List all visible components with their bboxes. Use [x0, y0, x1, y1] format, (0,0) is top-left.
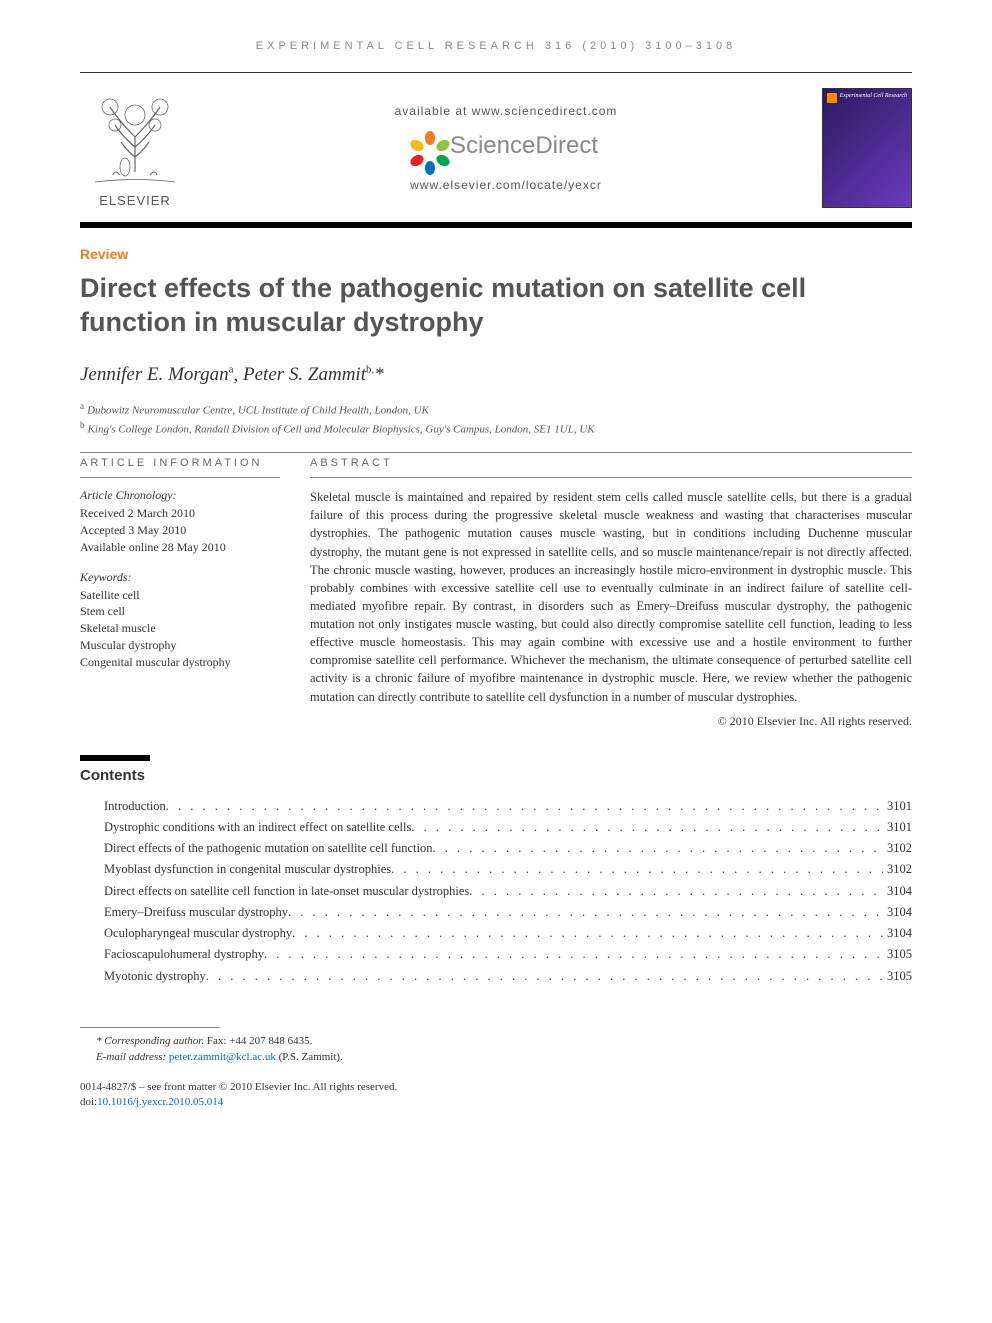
elsevier-logo-block: ELSEVIER — [80, 87, 190, 208]
masthead: ELSEVIER available at www.sciencedirect.… — [80, 72, 912, 228]
abstract-copyright: © 2010 Elsevier Inc. All rights reserved… — [310, 714, 912, 729]
affiliation-a: aDubowitz Neuromuscular Centre, UCL Inst… — [80, 400, 912, 419]
toc-dots: . . . . . . . . . . . . . . . . . . . . … — [264, 944, 883, 965]
toc-page: 3101 — [883, 817, 912, 838]
sciencedirect-block: available at www.sciencedirect.com Scien… — [190, 104, 822, 192]
abstract-heading: ABSTRACT — [310, 457, 912, 469]
toc-dots: . . . . . . . . . . . . . . . . . . . . … — [288, 902, 883, 923]
authors: Jennifer E. Morgana, Peter S. Zammitb,* — [80, 364, 912, 386]
toc-page: 3105 — [883, 966, 912, 987]
article-title: Direct effects of the pathogenic mutatio… — [80, 272, 912, 340]
contents-bar-icon — [80, 755, 150, 761]
toc-dots: . . . . . . . . . . . . . . . . . . . . … — [166, 796, 883, 817]
journal-locate-url: www.elsevier.com/locate/yexcr — [190, 178, 822, 192]
email-note: E-mail address: peter.zammit@kcl.ac.uk (… — [96, 1050, 912, 1066]
keywords-list: Satellite cellStem cellSkeletal muscleMu… — [80, 587, 280, 671]
received-date: Received 2 March 2010 — [80, 505, 280, 522]
toc-row: Direct effects of the pathogenic mutatio… — [104, 838, 912, 859]
author-1: Jennifer E. Morgana — [80, 364, 234, 385]
toc-title: Myotonic dystrophy — [104, 966, 206, 987]
toc-title: Direct effects of the pathogenic mutatio… — [104, 838, 432, 859]
toc-title: Emery–Dreifuss muscular dystrophy — [104, 902, 288, 923]
toc-page: 3104 — [883, 923, 912, 944]
toc-title: Facioscapulohumeral dystrophy — [104, 944, 264, 965]
article-info-heading: ARTICLE INFORMATION — [80, 457, 280, 469]
running-header: EXPERIMENTAL CELL RESEARCH 316 (2010) 31… — [80, 40, 912, 52]
corresponding-author-note: * Corresponding author. Fax: +44 207 848… — [96, 1034, 912, 1050]
toc-row: Introduction . . . . . . . . . . . . . .… — [104, 796, 912, 817]
toc-row: Myotonic dystrophy . . . . . . . . . . .… — [104, 966, 912, 987]
keyword-item: Skeletal muscle — [80, 620, 280, 637]
abstract-column: ABSTRACT Skeletal muscle is maintained a… — [310, 457, 912, 729]
toc-dots: . . . . . . . . . . . . . . . . . . . . … — [469, 881, 883, 902]
affiliations: aDubowitz Neuromuscular Centre, UCL Inst… — [80, 400, 912, 438]
toc-page: 3101 — [883, 796, 912, 817]
elsevier-tree-icon — [85, 87, 185, 187]
toc-row: Facioscapulohumeral dystrophy . . . . . … — [104, 944, 912, 965]
keywords-label: Keywords: — [80, 570, 280, 585]
elsevier-text: ELSEVIER — [80, 193, 190, 208]
toc-dots: . . . . . . . . . . . . . . . . . . . . … — [391, 859, 883, 880]
toc-page: 3104 — [883, 902, 912, 923]
journal-cover-badge-icon — [827, 93, 837, 103]
online-date: Available online 28 May 2010 — [80, 539, 280, 556]
toc-page: 3102 — [883, 859, 912, 880]
toc-dots: . . . . . . . . . . . . . . . . . . . . … — [432, 838, 883, 859]
toc-title: Oculopharyngeal muscular dystrophy — [104, 923, 292, 944]
doi-link[interactable]: 10.1016/j.yexcr.2010.05.014 — [97, 1096, 223, 1108]
keyword-item: Muscular dystrophy — [80, 637, 280, 654]
toc-title: Introduction — [104, 796, 166, 817]
page-footer: 0014-4827/$ – see front matter © 2010 El… — [80, 1080, 912, 1111]
accepted-date: Accepted 3 May 2010 — [80, 522, 280, 539]
author-2: Peter S. Zammitb,* — [243, 364, 384, 385]
toc-dots: . . . . . . . . . . . . . . . . . . . . … — [292, 923, 883, 944]
sciencedirect-text: ScienceDirect — [450, 132, 598, 160]
toc-page: 3105 — [883, 944, 912, 965]
footnotes: * Corresponding author. Fax: +44 207 848… — [80, 1034, 912, 1066]
affiliation-b: bKing's College London, Randall Division… — [80, 419, 912, 438]
toc-title: Myoblast dysfunction in congenital muscu… — [104, 859, 391, 880]
toc-page: 3102 — [883, 838, 912, 859]
toc-row: Oculopharyngeal muscular dystrophy . . .… — [104, 923, 912, 944]
sciencedirect-logo: ScienceDirect — [190, 130, 822, 162]
chronology-label: Article Chronology: — [80, 488, 280, 503]
toc-row: Emery–Dreifuss muscular dystrophy . . . … — [104, 902, 912, 923]
article-type-label: Review — [80, 246, 912, 262]
toc-title: Direct effects on satellite cell functio… — [104, 881, 469, 902]
toc-dots: . . . . . . . . . . . . . . . . . . . . … — [206, 966, 883, 987]
email-link[interactable]: peter.zammit@kcl.ac.uk — [169, 1051, 276, 1063]
toc-row: Direct effects on satellite cell functio… — [104, 881, 912, 902]
abstract-text: Skeletal muscle is maintained and repair… — [310, 488, 912, 706]
toc-page: 3104 — [883, 881, 912, 902]
sciencedirect-flower-icon — [414, 130, 446, 162]
contents-heading: Contents — [80, 767, 912, 784]
toc-row: Dystrophic conditions with an indirect e… — [104, 817, 912, 838]
journal-cover-thumbnail: Experimental Cell Research — [822, 88, 912, 208]
journal-cover-title: Experimental Cell Research — [840, 93, 907, 100]
issn-line: 0014-4827/$ – see front matter © 2010 El… — [80, 1080, 912, 1095]
keyword-item: Stem cell — [80, 603, 280, 620]
toc-dots: . . . . . . . . . . . . . . . . . . . . … — [411, 817, 883, 838]
keyword-item: Satellite cell — [80, 587, 280, 604]
available-at-text: available at www.sciencedirect.com — [190, 104, 822, 118]
toc-row: Myoblast dysfunction in congenital muscu… — [104, 859, 912, 880]
article-info-column: ARTICLE INFORMATION Article Chronology: … — [80, 457, 280, 729]
doi-line: doi:10.1016/j.yexcr.2010.05.014 — [80, 1095, 912, 1110]
table-of-contents: Introduction . . . . . . . . . . . . . .… — [80, 796, 912, 987]
toc-title: Dystrophic conditions with an indirect e… — [104, 817, 411, 838]
keyword-item: Congenital muscular dystrophy — [80, 654, 280, 671]
